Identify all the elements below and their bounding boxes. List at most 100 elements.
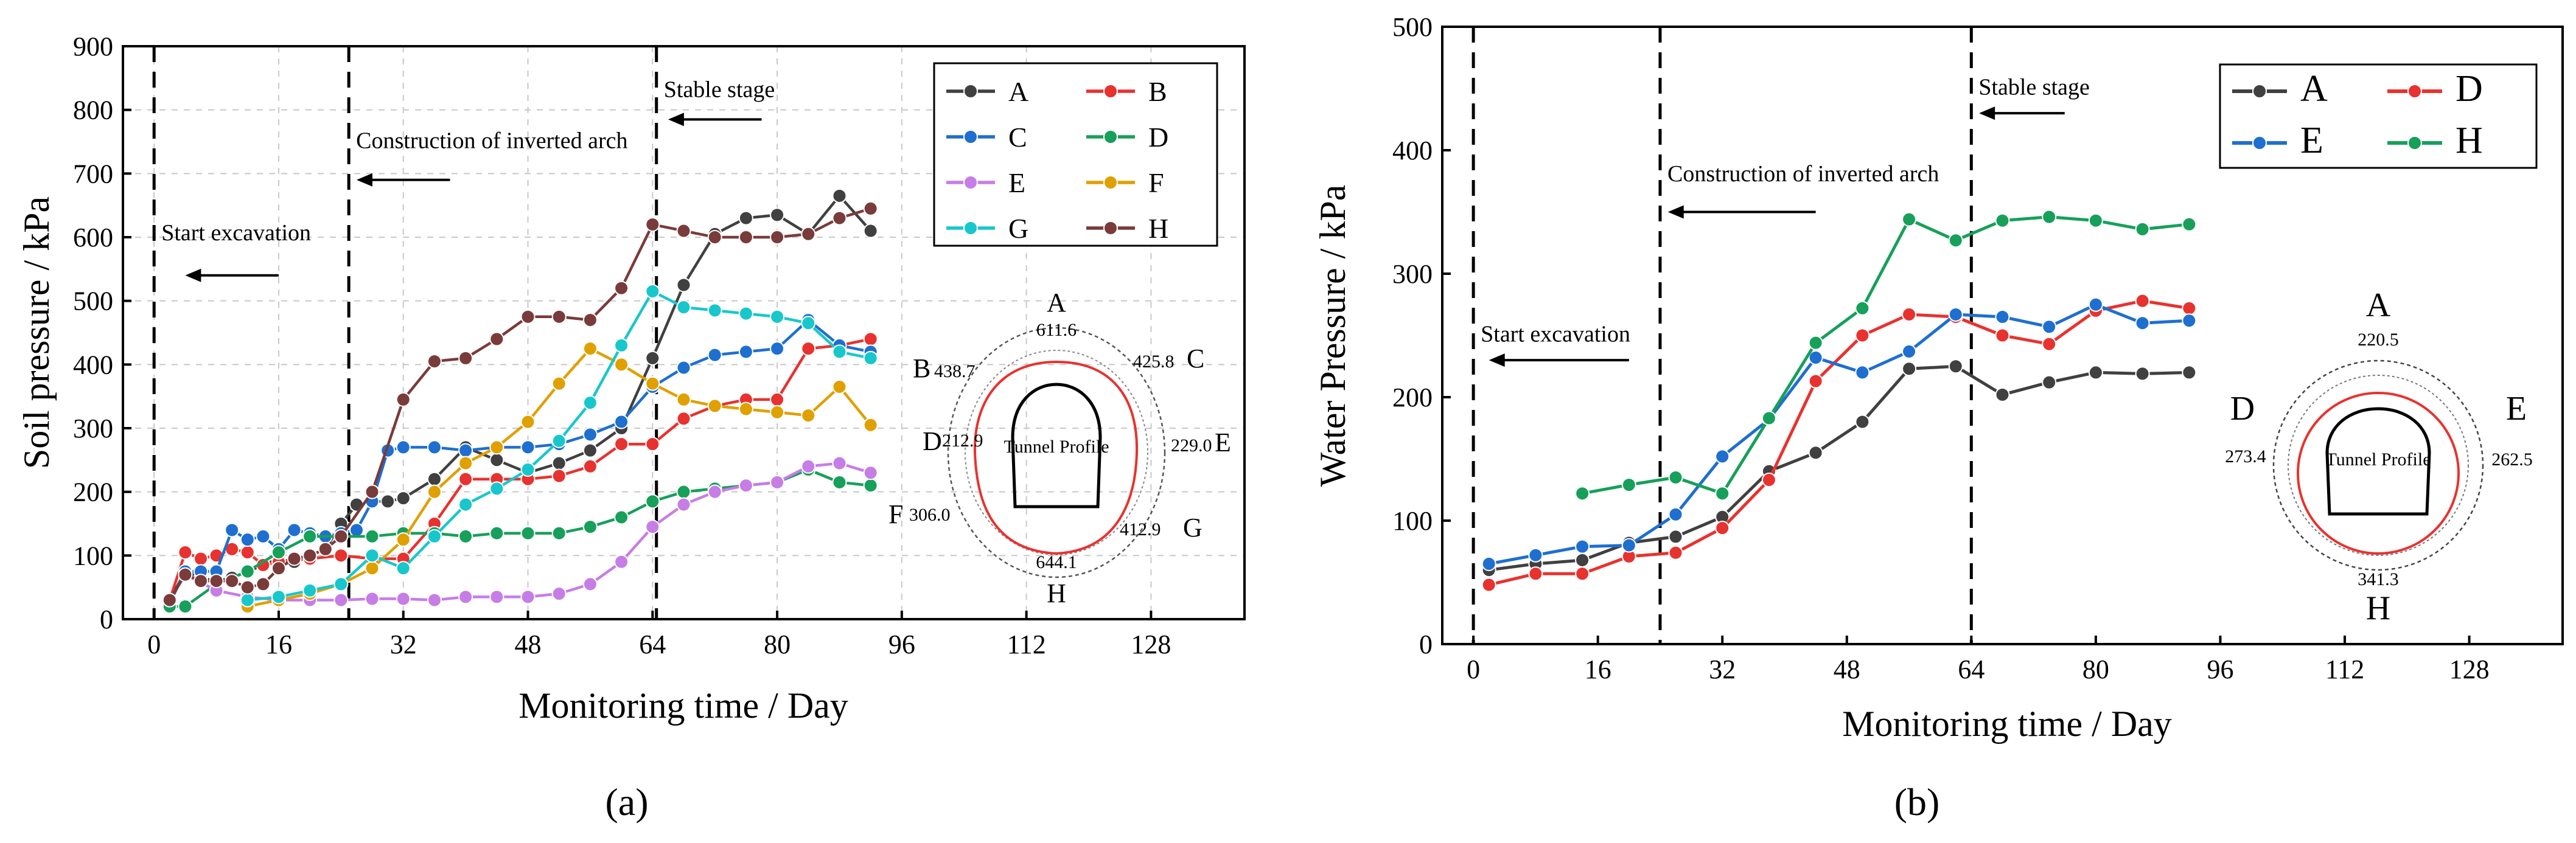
data-point-d [489, 526, 504, 541]
data-point-b [676, 411, 691, 426]
data-point-a [551, 456, 567, 471]
phase-arrow-head [185, 268, 201, 282]
data-point-e [1995, 310, 2010, 325]
legend-swatch-marker [2407, 136, 2422, 150]
data-point-h [582, 313, 598, 328]
legend-swatch-marker [2252, 84, 2267, 99]
inset-label-a: A [1047, 288, 1066, 317]
phase-annotation: Start excavation [161, 220, 311, 246]
y-axis-ticks: 0 100 200 300 400 500 [1392, 12, 1451, 659]
data-point-e [1621, 538, 1636, 553]
data-point-f [770, 404, 785, 420]
water-pressure-chart: Start excavation Construction of inverted… [1313, 12, 2564, 824]
inset-label-a: A [2366, 286, 2391, 324]
data-point-f [582, 341, 598, 356]
data-point-e [770, 474, 785, 490]
data-point-f [738, 401, 753, 417]
legend-label: E [1008, 167, 1025, 198]
y-tick-label: 100 [73, 541, 113, 571]
inset-label-b: B [913, 353, 930, 383]
phase-arrow-head [1489, 353, 1505, 367]
x-tick-label: 128 [1131, 630, 1171, 659]
data-point-f [801, 408, 816, 423]
y-tick-label: 400 [1392, 136, 1433, 165]
data-point-e [2135, 316, 2150, 331]
series-line-e [1489, 303, 2190, 566]
inset-value-e: 262.5 [2491, 449, 2533, 470]
series-line-d [1489, 299, 2190, 587]
data-point-d [1528, 566, 1543, 581]
inset-value-h: 644.1 [1036, 552, 1077, 572]
legend-label: A [1008, 76, 1028, 107]
x-axis-title: Monitoring time / Day [518, 685, 848, 726]
legend-swatch-marker [1103, 84, 1118, 99]
x-tick-label: 0 [147, 630, 161, 659]
data-point-e [1855, 365, 1870, 380]
data-point-h [863, 201, 878, 216]
data-point-d [178, 599, 193, 614]
inset-label-h: H [1047, 578, 1066, 608]
data-point-e [489, 589, 504, 605]
data-point-h [614, 280, 629, 296]
x-tick-label: 128 [2449, 654, 2490, 684]
data-point-a [489, 453, 504, 468]
legend-swatch-marker [963, 130, 978, 144]
series-line-a [1489, 364, 2190, 572]
legend-swatch-marker [2252, 136, 2267, 150]
data-point-c [427, 440, 442, 455]
construction-phase-markers: Start excavation Construction of inverted… [1471, 27, 2090, 644]
inset-value-d: 212.9 [942, 431, 983, 451]
data-point-b [333, 548, 349, 563]
legend-label: A [2300, 68, 2328, 109]
data-point-h [365, 484, 380, 499]
phase-annotation: Start excavation [1481, 322, 1630, 347]
inset-label-c: C [1187, 344, 1204, 373]
data-point-b [645, 437, 660, 452]
data-point-g [365, 548, 380, 563]
data-point-f [832, 379, 847, 394]
data-point-d [2182, 300, 2197, 316]
data-point-b [193, 551, 208, 566]
legend-label: B [1148, 76, 1167, 107]
tunnel-profile-label: Tunnel Profile [1004, 437, 1109, 457]
data-point-g [707, 303, 722, 318]
data-point-h [333, 529, 349, 544]
data-point-d [551, 526, 567, 541]
data-point-h [2088, 213, 2103, 228]
phase-arrow-head [356, 173, 372, 187]
data-point-a [645, 350, 660, 366]
y-tick-label: 500 [73, 286, 113, 316]
data-point-d [271, 545, 286, 560]
data-point-f [489, 440, 504, 455]
data-point-g [240, 592, 255, 608]
data-point-e [676, 497, 691, 512]
x-tick-label: 48 [1834, 654, 1860, 684]
data-point-d [645, 494, 660, 509]
y-tick-label: 200 [73, 477, 113, 507]
data-point-g [458, 497, 473, 512]
y-tick-label: 900 [73, 32, 113, 61]
data-point-a [2042, 375, 2057, 390]
data-point-h [1668, 470, 1683, 485]
data-point-h [1715, 486, 1730, 501]
legend-box [933, 62, 1218, 247]
data-point-h [801, 226, 816, 241]
data-point-d [2135, 293, 2150, 308]
data-point-d [1761, 473, 1776, 488]
data-point-h [1902, 212, 1917, 227]
phase-arrow-head [1979, 106, 1995, 120]
data-point-g [801, 316, 816, 331]
data-point-f [551, 376, 567, 391]
y-tick-label: 100 [1392, 506, 1433, 536]
legend-swatch-marker [963, 175, 978, 190]
data-point-c [240, 532, 255, 547]
data-point-a [2088, 365, 2103, 380]
x-tick-label: 16 [265, 630, 292, 659]
legend-swatch-marker [1103, 130, 1118, 144]
phase-arrow-head [1667, 205, 1684, 219]
data-point-c [225, 522, 240, 538]
inset-label-g: G [1183, 513, 1202, 543]
x-tick-label: 64 [1958, 654, 1984, 684]
data-point-b [240, 545, 255, 560]
